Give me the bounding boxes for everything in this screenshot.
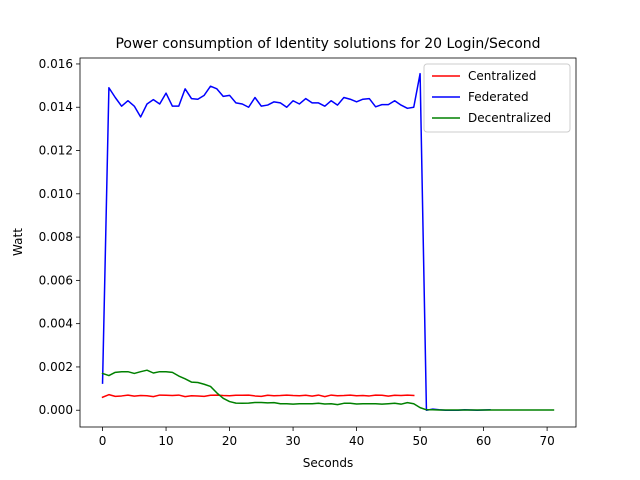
x-tick-label: 50 (412, 434, 427, 448)
axes-frame (79, 57, 577, 428)
series-layer (101, 72, 555, 411)
y-tick-label: 0.006 (39, 273, 73, 287)
y-tick-label: 0.008 (39, 230, 73, 244)
x-axis-label: Seconds (303, 456, 353, 470)
legend-label: Decentralized (468, 111, 551, 125)
x-tick-label: 40 (349, 434, 364, 448)
series-line-decentralized (101, 369, 555, 411)
y-tick-label: 0.004 (39, 317, 73, 331)
legend-item-federated: Federated (432, 90, 529, 104)
series-line-federated (101, 72, 491, 411)
y-tick-label: 0.002 (39, 360, 73, 374)
chart-title: Power consumption of Identity solutions … (115, 36, 540, 52)
x-tick-label: 10 (158, 434, 173, 448)
x-tick-label: 20 (222, 434, 237, 448)
x-tick-label: 30 (285, 434, 300, 448)
legend-label: Federated (468, 90, 529, 104)
y-axis-ticks: 0.000 0.002 0.004 0.006 0.008 0.010 0.012 0.014… (39, 57, 80, 417)
x-tick-label: 70 (539, 434, 554, 448)
x-tick-label: 60 (476, 434, 491, 448)
series-line-centralized (101, 393, 415, 399)
legend: Centralized Federated Decentralized (423, 63, 571, 133)
y-tick-label: 0.000 (39, 403, 73, 417)
y-axis-label: Watt (11, 228, 25, 256)
legend-item-decentralized: Decentralized (432, 111, 551, 125)
y-tick-label: 0.010 (39, 187, 73, 201)
y-tick-label: 0.014 (39, 100, 73, 114)
legend-item-centralized: Centralized (432, 69, 536, 83)
legend-box (423, 63, 571, 133)
x-tick-label: 0 (99, 434, 107, 448)
legend-label: Centralized (468, 69, 536, 83)
y-tick-label: 0.012 (39, 144, 73, 158)
x-axis-ticks: 0 10 20 30 40 50 60 70 (99, 427, 555, 448)
y-tick-label: 0.016 (39, 57, 73, 71)
